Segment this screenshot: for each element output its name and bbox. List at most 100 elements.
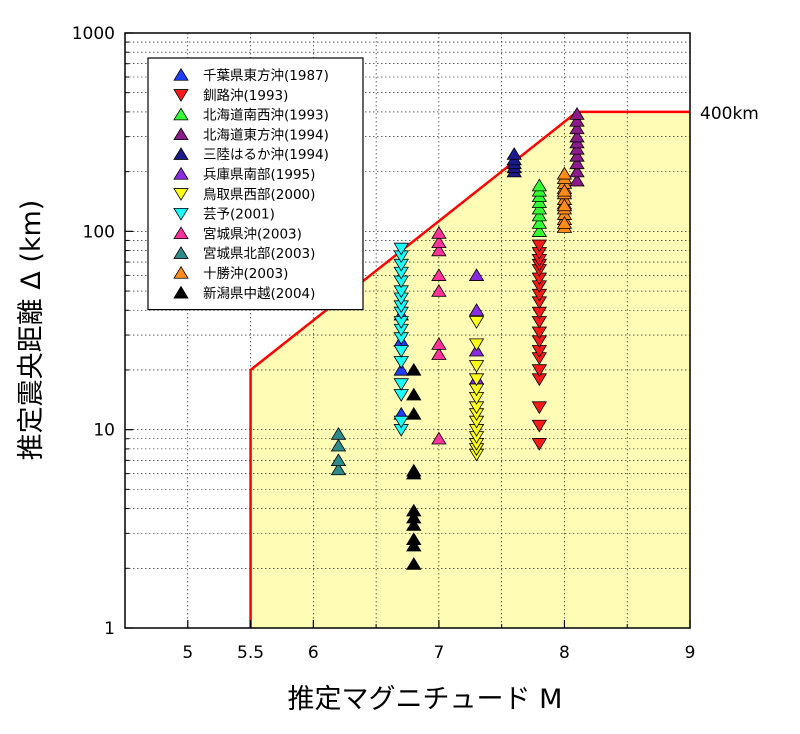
plot-frame — [124, 32, 691, 629]
x-tick-label: 6 — [308, 643, 319, 663]
y-tick-label: 1 — [104, 619, 115, 639]
data-point-s1-2 — [531, 401, 548, 415]
data-point-s6-11 — [468, 360, 485, 373]
x-tick-label: 8 — [559, 643, 570, 663]
data-point-s1-0 — [531, 438, 548, 451]
data-point-s11-10 — [406, 503, 422, 517]
data-point-s10-11 — [556, 216, 573, 229]
y-tick-label: 10 — [93, 421, 115, 441]
data-point-s6-12 — [468, 338, 485, 352]
legend-label: 北海道東方沖(1994) — [203, 127, 329, 143]
data-point-s8-2 — [431, 337, 447, 350]
legend-label: 鳥取県西部(2000) — [203, 187, 315, 203]
data-point-s2-0 — [531, 224, 548, 237]
legend-label: 釧路沖(1993) — [203, 88, 288, 104]
data-point-s11-1 — [406, 538, 422, 552]
x-tick-label: 5.5 — [237, 643, 264, 663]
x-tick-label: 5 — [182, 643, 193, 663]
data-point-s8-7 — [431, 226, 447, 239]
data-point-s6-10 — [468, 373, 485, 387]
legend-label: 宮城県北部(2003) — [203, 246, 315, 262]
data-point-s1-1 — [531, 419, 548, 433]
data-point-s7-1 — [393, 415, 409, 429]
data-point-s11-6 — [406, 406, 422, 420]
boundary-layer — [249, 110, 690, 628]
data-point-s9-2 — [330, 438, 347, 452]
data-point-s1-19 — [531, 239, 548, 253]
data-point-s11-2 — [406, 532, 422, 545]
legend-marker — [173, 226, 189, 240]
legend-label: 北海道南西沖(1993) — [203, 108, 329, 124]
data-point-s10-10 — [556, 166, 573, 180]
data-point-s3-8 — [569, 113, 585, 127]
data-point-s8-6 — [431, 235, 447, 248]
legend-label: 宮城県沖(2003) — [203, 226, 302, 242]
legend-marker — [173, 107, 189, 121]
data-point-s9-3 — [330, 427, 347, 440]
frame-layer — [124, 32, 691, 629]
data-point-s0-1 — [393, 362, 409, 376]
data-point-s3-1 — [569, 164, 585, 178]
data-point-s4-4 — [506, 147, 522, 160]
data-point-s2-7 — [531, 178, 548, 192]
data-point-s7-3 — [393, 378, 409, 392]
data-point-s11-4 — [406, 510, 422, 524]
legend-label: 新潟県中越(2004) — [203, 286, 315, 302]
data-point-s5-3 — [468, 268, 485, 281]
data-point-s3-3 — [569, 148, 585, 162]
legend-marker — [173, 127, 189, 141]
legend-marker — [173, 67, 189, 81]
data-point-s11-0 — [406, 557, 422, 570]
legend-marker — [173, 207, 189, 221]
legend-marker — [173, 246, 189, 259]
legend-marker — [173, 285, 189, 299]
legend-marker — [173, 166, 189, 180]
data-point-s8-1 — [431, 347, 447, 360]
region-annotation: 400km — [700, 104, 759, 124]
data-point-s7-5 — [393, 345, 409, 358]
data-point-s8-0 — [431, 431, 447, 445]
data-point-s8-3 — [431, 283, 447, 297]
y-tick-label: 1000 — [72, 24, 115, 44]
legend-label: 芸予(2001) — [203, 207, 275, 223]
data-point-s11-3 — [406, 518, 422, 531]
data-point-s11-7 — [406, 387, 422, 401]
data-point-s11-8 — [406, 362, 422, 376]
legend-marker — [173, 265, 189, 279]
x-axis-title: 推定マグニチュード M — [288, 684, 563, 715]
region-boundary-line — [249, 110, 690, 628]
data-point-s3-9 — [569, 107, 585, 120]
data-point-s3-7 — [569, 121, 585, 135]
y-tick-label: 100 — [83, 222, 115, 242]
data-point-s10-12 — [556, 198, 573, 212]
legend-label: 十勝沖(2003) — [203, 266, 288, 282]
data-point-s8-5 — [431, 243, 447, 257]
x-tick-label: 9 — [685, 643, 696, 663]
legend-marker — [173, 147, 189, 160]
data-point-s3-0 — [569, 173, 585, 187]
x-tick-label: 7 — [433, 643, 444, 663]
data-point-s6-13 — [468, 316, 485, 329]
data-point-s11-9 — [406, 466, 422, 480]
data-point-s3-6 — [569, 129, 585, 143]
legend: 千葉県東方沖(1987) 釧路沖(1993) 北海道南西沖(1993) 北海道東方沖(… — [147, 57, 364, 311]
data-point-s3-2 — [569, 156, 585, 170]
grid-layer — [125, 33, 690, 628]
data-point-s8-4 — [431, 268, 447, 281]
data-point-s2-1 — [531, 216, 548, 229]
data-point-s9-0 — [330, 462, 347, 476]
legend-label: 兵庫県南部(1995) — [203, 167, 315, 183]
ticks-layer: 5 5.5 6 7 8 9 1 10 100 1000 — [72, 24, 696, 663]
data-point-s5-2 — [468, 303, 485, 316]
points-layer — [330, 107, 585, 570]
data-point-s2-2 — [531, 208, 548, 222]
legend-label: 千葉県東方沖(1987) — [203, 68, 329, 84]
data-point-s7-17 — [393, 242, 409, 256]
data-point-s9-1 — [330, 453, 347, 467]
data-point-s10-13 — [556, 183, 573, 197]
data-point-s3-4 — [569, 141, 585, 155]
legend-marker — [173, 89, 189, 102]
y-axis-title: 推定震央距離 Δ (km) — [16, 200, 47, 461]
data-point-s2-3 — [531, 201, 548, 215]
